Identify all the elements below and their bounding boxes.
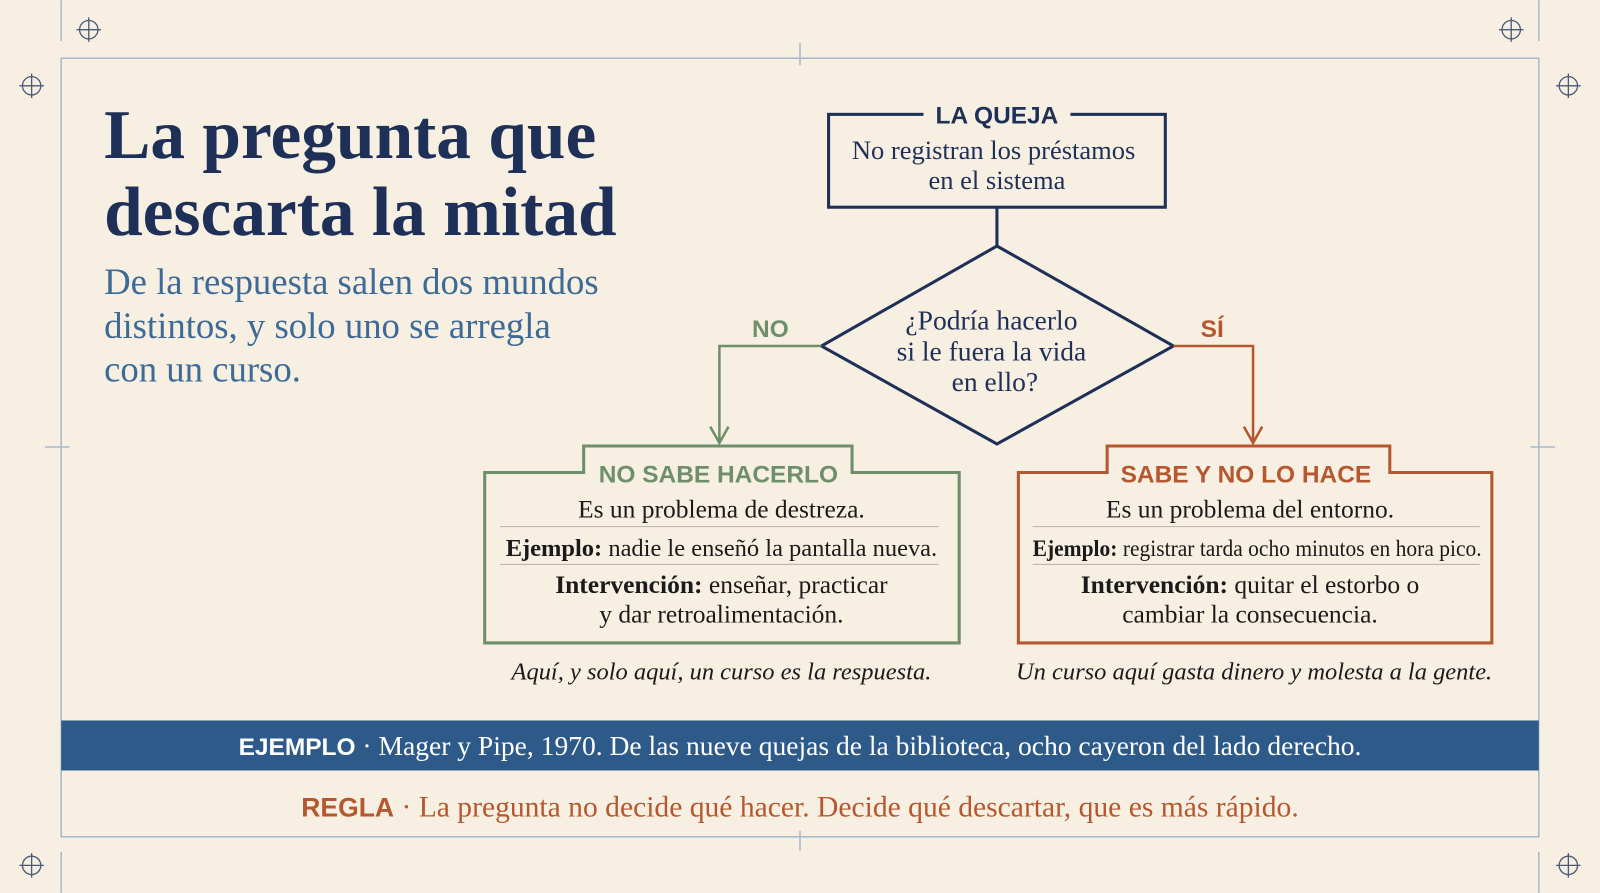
complaint-text: No registran los préstamos en el sistema: [852, 135, 1142, 195]
complaint-label: LA QUEJA: [936, 103, 1059, 130]
example: Ejemplo: nadie le enseñó la pantalla nue…: [506, 535, 937, 562]
statement: Es un problema del entorno.: [1106, 494, 1394, 523]
example-banner: [61, 720, 1539, 771]
box-title: SABE Y NO LO HACE: [1121, 462, 1372, 489]
text-line: enseñar, practicar: [709, 570, 888, 599]
branch-label: NO: [752, 316, 789, 343]
title: La pregunta que descarta la mitad: [104, 97, 617, 251]
intervention: Intervención: quitar el estorbo o: [1081, 570, 1420, 599]
box-title: NO SABE HACERLO: [599, 462, 838, 489]
note: Un curso aquí gasta dinero y molesta a l…: [1016, 659, 1492, 686]
footer-label: EJEMPLO: [239, 734, 356, 761]
text-line: cambiar la consecuencia.: [1122, 600, 1378, 629]
subtitle-line: con un curso.: [104, 349, 301, 390]
subtitle: De la respuesta salen dos mundos distint…: [104, 261, 608, 390]
text-line: No registran los préstamos: [852, 135, 1136, 165]
example-text: nadie le enseñó la pantalla nueva.: [608, 535, 937, 562]
intervention-label: Intervención:: [555, 570, 702, 599]
frame: [44, 0, 1556, 893]
example-label: Ejemplo:: [1033, 536, 1118, 562]
subtitle-line: distintos, y solo uno se arregla: [104, 305, 551, 346]
text-line: y dar retroalimentación.: [599, 600, 843, 629]
no-arrow: [709, 344, 822, 446]
example-text: registrar tarda ocho minutos en hora pic…: [1123, 536, 1482, 562]
text-line: ¿Podría hacerlo: [905, 305, 1077, 336]
footer-rule: REGLA · La pregunta no decide qué hacer.…: [301, 791, 1298, 823]
intervention: Intervención: enseñar, practicar: [555, 570, 888, 599]
text-line: si le fuera la vida: [897, 335, 1087, 366]
footer-text: · Mager y Pipe, 1970. De las nueve queja…: [362, 730, 1361, 761]
title-line: descarta la mitad: [104, 174, 617, 251]
left-box: [483, 444, 961, 645]
footer-label: REGLA: [301, 792, 394, 822]
subtitle-line: De la respuesta salen dos mundos: [104, 261, 599, 302]
yes-arrow: [1173, 344, 1264, 446]
question-diamond: [818, 244, 1177, 446]
text-line: quitar el estorbo o: [1234, 570, 1419, 599]
question-text: ¿Podría hacerlo si le fuera la vida en e…: [897, 305, 1094, 397]
text-line: en ello?: [952, 366, 1038, 397]
crop-marks: [19, 17, 1581, 878]
footer-example: EJEMPLO · Mager y Pipe, 1970. De las nue…: [239, 730, 1362, 761]
text-line: en el sistema: [928, 165, 1065, 195]
statement: Es un problema de destreza.: [578, 494, 865, 523]
footer-text: · La pregunta no decide qué hacer. Decid…: [401, 791, 1298, 823]
example-label: Ejemplo:: [506, 535, 603, 562]
example: Ejemplo: registrar tarda ocho minutos en…: [1033, 536, 1482, 562]
label-gap: [923, 102, 1071, 129]
right-box: [1016, 444, 1494, 645]
intervention-label: Intervención:: [1081, 570, 1228, 599]
note: Aquí, y solo aquí, un curso es la respue…: [510, 659, 932, 686]
branch-label: SÍ: [1201, 315, 1225, 343]
title-line: La pregunta que: [104, 97, 596, 174]
